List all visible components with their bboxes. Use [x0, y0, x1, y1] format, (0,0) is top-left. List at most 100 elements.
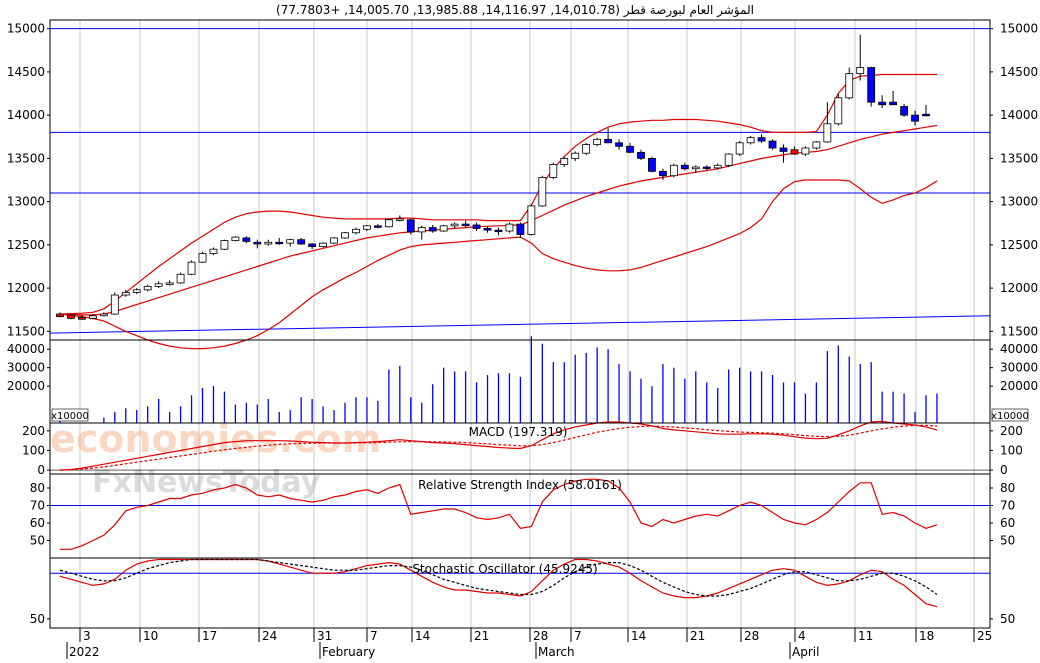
- candle-body-71: [834, 97, 843, 125]
- candle-body-62: [735, 142, 744, 155]
- macd-tick-left-2: 0: [37, 463, 45, 477]
- volume-tick-right-1: 30000: [1000, 361, 1038, 375]
- candle-body-39: [483, 228, 492, 231]
- bb-upper-line: [59, 73, 937, 315]
- x-tick-label-10: 14: [631, 629, 646, 643]
- candle-body-34: [428, 227, 437, 232]
- volume-tick-right-0: 40000: [1000, 342, 1038, 356]
- volume-unit-left: x10000: [51, 411, 89, 422]
- rsi-panel: [50, 478, 990, 550]
- candle-body-65: [768, 140, 777, 149]
- candle-body-57: [680, 164, 689, 170]
- macd-signal-line: [59, 424, 938, 471]
- candle-body-42: [516, 223, 525, 235]
- stoch-d-line: [59, 558, 938, 597]
- candle-body-48: [582, 144, 591, 154]
- volume-tick-left-2: 20000: [7, 379, 45, 393]
- candle-body-9: [154, 283, 163, 287]
- x-tick-label-0: 3: [83, 629, 91, 643]
- volume-tick-right-2: 20000: [1000, 379, 1038, 393]
- candle-body-18: [253, 241, 262, 245]
- x-tick-label-3: 24: [262, 629, 277, 643]
- candle-body-67: [790, 149, 799, 155]
- candle-body-66: [779, 147, 788, 152]
- x-tick-label-14: 11: [858, 629, 873, 643]
- rsi-tick-right-0: 80: [1000, 481, 1015, 495]
- trend-line: [49, 315, 991, 334]
- candle-body-77: [900, 106, 908, 116]
- candle-body-51: [615, 142, 623, 147]
- x-tick-label-7: 21: [474, 629, 489, 643]
- candle-body-45: [549, 164, 558, 178]
- price-tick-left-6: 12000: [7, 281, 45, 295]
- candle-body-2: [78, 317, 86, 320]
- candle-body-25: [330, 237, 338, 244]
- stoch-title: Stochastic Oscillator (45.9245): [412, 562, 597, 576]
- candle-body-44: [538, 177, 547, 207]
- candle-body-78: [911, 114, 919, 122]
- month-label-0: 2022: [69, 645, 100, 659]
- candle-body-50: [604, 138, 613, 144]
- x-tick-label-5: 7: [370, 629, 378, 643]
- candle-body-32: [406, 219, 415, 233]
- price-tick-right-5: 12500: [1000, 238, 1038, 252]
- bb-lower-line: [59, 179, 938, 350]
- candle-body-40: [494, 229, 503, 233]
- month-label-2: March: [538, 645, 575, 659]
- rsi-tick-right-3: 50: [1000, 534, 1015, 548]
- candle-body-73: [856, 67, 865, 75]
- macd-tick-right-2: 0: [1000, 463, 1008, 477]
- price-tick-right-4: 13000: [1000, 195, 1038, 209]
- volume-unit-right-box: [991, 408, 1029, 422]
- rsi-tick-left-2: 60: [30, 516, 45, 530]
- price-tick-left-4: 13000: [7, 195, 45, 209]
- candle-body-26: [341, 232, 349, 239]
- candle-body-76: [889, 101, 898, 106]
- candle-body-75: [878, 101, 887, 106]
- rsi-title: Relative Strength Index (58.0161): [418, 478, 622, 492]
- watermark-fxnewstoday: FxNewsToday: [92, 465, 321, 500]
- x-tick-label-15: 18: [919, 629, 934, 643]
- volume-tick-left-1: 30000: [7, 361, 45, 375]
- macd-panel: [50, 420, 990, 471]
- candle-body-0: [56, 313, 64, 318]
- grid: [79, 20, 975, 628]
- candle-body-63: [746, 137, 755, 144]
- candle-body-4: [99, 313, 108, 317]
- candle-body-7: [132, 289, 141, 293]
- price-tick-left-3: 13500: [7, 151, 45, 165]
- price-tick-right-0: 15000: [1000, 22, 1038, 36]
- candle-body-68: [801, 147, 810, 155]
- x-tick-label-12: 28: [744, 629, 759, 643]
- price-tick-left-1: 14500: [7, 65, 45, 79]
- rsi-line: [60, 478, 938, 550]
- candle-body-17: [242, 237, 251, 242]
- x-tick-label-9: 7: [574, 629, 582, 643]
- price-tick-left-2: 14000: [7, 108, 45, 122]
- candlesticks: [56, 34, 930, 321]
- candle-body-54: [648, 157, 656, 172]
- price-tick-left-0: 15000: [7, 22, 45, 36]
- candle-body-61: [724, 153, 733, 166]
- candle-body-20: [275, 241, 284, 245]
- stoch-panel: [50, 558, 990, 608]
- x-tick-label-11: 21: [690, 629, 705, 643]
- price-tick-right-6: 12000: [1000, 281, 1038, 295]
- candle-body-70: [823, 123, 832, 143]
- volume-bars: [59, 336, 938, 423]
- macd-tick-left-0: 200: [22, 424, 45, 438]
- macd-line: [59, 420, 938, 471]
- candle-body-6: [121, 292, 130, 296]
- candle-body-16: [231, 236, 240, 241]
- candle-body-60: [713, 164, 722, 169]
- candle-body-64: [757, 137, 766, 142]
- candle-body-30: [384, 219, 393, 228]
- candle-body-12: [187, 261, 196, 275]
- candle-body-31: [395, 218, 404, 221]
- candle-body-56: [669, 164, 678, 177]
- macd-tick-left-1: 100: [22, 443, 45, 457]
- watermark-economies: economies.com: [50, 417, 381, 461]
- candle-body-3: [88, 315, 97, 319]
- candle-body-13: [198, 253, 207, 263]
